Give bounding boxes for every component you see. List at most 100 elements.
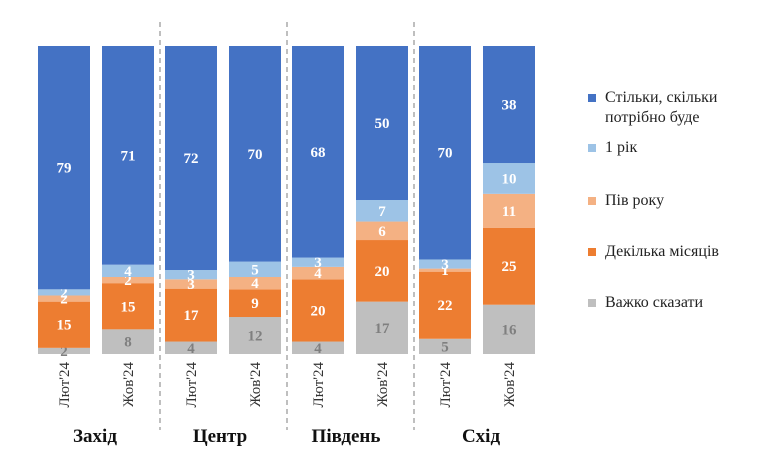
bar-segment: [165, 46, 217, 270]
data-label: 8: [124, 335, 132, 351]
legend-swatch: [588, 94, 596, 102]
group-label: Південь: [312, 426, 381, 447]
data-label: 3: [187, 277, 195, 293]
legend-entry: Важко сказати: [605, 294, 704, 311]
data-label: 6: [378, 224, 386, 240]
legend-swatch: [588, 197, 596, 205]
bar-segment: [38, 46, 90, 290]
data-label: 4: [187, 341, 195, 357]
bar-segment: [292, 341, 344, 354]
legend-entry: Пів року: [605, 192, 664, 209]
category-tick-label: Жов'24: [121, 362, 137, 407]
bar-segment: [229, 46, 281, 262]
data-label: 1: [441, 263, 449, 279]
data-label: 20: [311, 303, 326, 319]
bar-segment: [483, 163, 535, 194]
bar-segment: [483, 46, 535, 164]
legend-entry: 1 рік: [605, 139, 637, 156]
data-label: 17: [375, 321, 391, 337]
category-tick-label: Жов'24: [248, 362, 264, 407]
data-label: 5: [441, 339, 449, 355]
bar-segment: [419, 338, 471, 354]
bar-segment: [38, 295, 90, 302]
data-label: 10: [502, 171, 517, 187]
bar-segment: [102, 264, 154, 277]
bar-segment: [38, 347, 90, 354]
legend-entry: Стільки, скільки потрібно буде: [605, 89, 718, 126]
bar-segment: [229, 317, 281, 354]
bar-segment: [229, 277, 281, 290]
data-label: 70: [248, 147, 263, 163]
bar-segment: [292, 266, 344, 280]
data-label: 25: [502, 259, 517, 275]
bar-segment: [165, 270, 217, 280]
data-label: 17: [184, 308, 200, 324]
data-label: 4: [251, 276, 259, 292]
data-label: 4: [314, 341, 322, 357]
data-label: 12: [248, 329, 263, 345]
data-label: 20: [375, 264, 390, 280]
bar-segment: [292, 46, 344, 258]
category-tick-label: Жов'24: [502, 362, 518, 407]
data-label: 15: [121, 299, 136, 315]
data-label: 3: [187, 268, 195, 284]
bar-segment: [356, 200, 408, 222]
data-label: 2: [60, 344, 68, 360]
bar-segment: [229, 261, 281, 277]
bar-segment: [483, 304, 535, 354]
bar-segment: [419, 46, 471, 260]
bar-segment: [102, 46, 154, 265]
bar-segment: [38, 289, 90, 296]
data-label: 4: [124, 264, 132, 280]
data-label: 79: [57, 161, 72, 177]
bar-segment: [165, 341, 217, 354]
data-label: 38: [502, 98, 517, 114]
bar-segment: [419, 268, 471, 272]
bar-segment: [483, 227, 535, 305]
data-label: 70: [438, 146, 453, 162]
data-label: 16: [502, 322, 518, 338]
bar-segment: [419, 259, 471, 269]
category-tick-label: Лют'24: [57, 362, 73, 408]
data-label: 4: [314, 266, 322, 282]
legend-entry: Декілька місяців: [605, 243, 719, 260]
group-label: Центр: [193, 426, 247, 447]
bar-segment: [356, 240, 408, 302]
category-tick-label: Лют'24: [184, 362, 200, 408]
bar-segment: [102, 329, 154, 354]
category-tick-label: Лют'24: [438, 362, 454, 408]
data-label: 2: [60, 285, 68, 301]
category-tick-label: Лют'24: [311, 362, 327, 408]
data-label: 3: [441, 257, 449, 273]
bar-segment: [356, 301, 408, 354]
data-label: 2: [60, 292, 68, 308]
bar-segment: [38, 301, 90, 348]
data-label: 11: [502, 204, 516, 220]
group-label: Схід: [462, 426, 501, 447]
data-label: 5: [251, 262, 259, 278]
group-label: Захід: [73, 426, 117, 447]
data-label: 7: [378, 204, 386, 220]
data-label: 2: [124, 273, 132, 289]
bar-segment: [165, 279, 217, 289]
data-label: 72: [184, 151, 199, 167]
bar-segment: [419, 271, 471, 339]
bar-segment: [292, 279, 344, 342]
data-label: 3: [314, 255, 322, 271]
data-label: 50: [375, 116, 390, 132]
bar-segment: [102, 283, 154, 330]
data-label: 9: [251, 296, 259, 312]
data-label: 68: [311, 145, 326, 161]
bar-segment: [483, 193, 535, 228]
category-tick-label: Жов'24: [375, 362, 391, 407]
data-label: 15: [57, 318, 72, 334]
bar-segment: [356, 46, 408, 200]
legend-swatch: [588, 248, 596, 256]
bar-segment: [229, 289, 281, 318]
bar-segment: [165, 288, 217, 342]
legend-swatch: [588, 299, 596, 307]
data-label: 22: [438, 298, 453, 314]
legend-swatch: [588, 144, 596, 152]
data-label: 71: [121, 148, 136, 164]
